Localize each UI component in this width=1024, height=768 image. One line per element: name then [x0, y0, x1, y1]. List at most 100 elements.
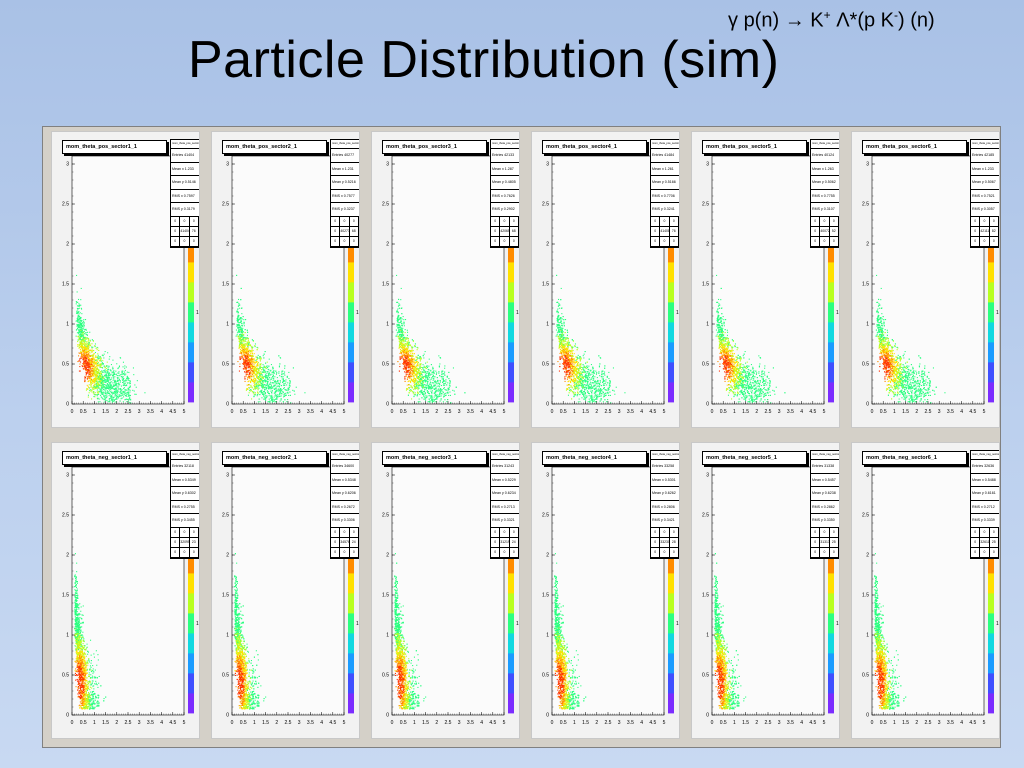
density-point [259, 381, 261, 383]
density-point [80, 338, 82, 340]
density-point [424, 351, 426, 353]
density-point [256, 381, 258, 383]
density-point [239, 338, 241, 340]
density-point [288, 378, 290, 380]
density-point [263, 353, 265, 355]
density-point [92, 354, 94, 356]
density-point [95, 359, 97, 361]
density-point [252, 379, 254, 381]
density-point [86, 343, 88, 345]
spectator-text: (n) [910, 10, 934, 32]
density-point [272, 375, 274, 377]
density-point [419, 394, 421, 396]
density-point [247, 371, 249, 373]
density-point [83, 349, 85, 351]
density-point [258, 377, 260, 379]
density-point [90, 361, 92, 363]
density-point [89, 366, 91, 368]
stats-name: mom_theta_pos_sector2_1 [331, 140, 359, 149]
density-point [283, 387, 285, 389]
density-point [242, 358, 244, 360]
density-point [418, 384, 420, 386]
density-point [89, 359, 91, 361]
density-point [408, 384, 410, 386]
y-tick-label: 2 [66, 242, 69, 248]
density-point [246, 388, 248, 390]
density-point [254, 394, 256, 396]
density-point [79, 305, 81, 307]
x-tick-label: 1 [253, 409, 256, 415]
density-point [258, 384, 260, 386]
density-point [430, 396, 432, 398]
density-point [256, 359, 258, 361]
density-point [240, 342, 242, 344]
density-point [282, 376, 284, 378]
density-point [91, 360, 93, 362]
density-point [97, 359, 99, 361]
density-point [257, 371, 259, 373]
density-point [245, 359, 247, 361]
density-point [270, 384, 272, 386]
density-point [261, 371, 263, 373]
density-point [118, 382, 120, 384]
density-point [113, 373, 115, 375]
density-point [121, 389, 123, 391]
density-point [406, 358, 408, 360]
density-point [275, 401, 277, 403]
density-point [84, 340, 86, 342]
density-point [258, 370, 260, 372]
density-point [77, 308, 79, 310]
density-point [414, 394, 416, 396]
density-point [248, 361, 250, 363]
density-point [250, 379, 252, 381]
density-point [101, 386, 103, 388]
density-point [267, 375, 269, 377]
density-point [245, 364, 247, 366]
density-point [99, 357, 101, 359]
density-point [269, 379, 271, 381]
density-point [110, 374, 112, 376]
density-point [256, 365, 258, 367]
density-point [132, 389, 134, 391]
density-point [81, 334, 83, 336]
density-point [101, 392, 103, 394]
density-point [79, 316, 81, 318]
density-point [279, 391, 281, 393]
density-point [410, 386, 412, 388]
density-point [259, 359, 261, 361]
density-point [100, 383, 102, 385]
density-point [247, 349, 249, 351]
density-point [89, 372, 91, 374]
density-point [98, 357, 100, 359]
density-point [242, 346, 244, 348]
density-point [282, 380, 284, 382]
density-point [441, 374, 443, 376]
density-point [251, 370, 253, 372]
density-point [419, 359, 421, 361]
density-point [271, 399, 273, 401]
density-point [241, 342, 243, 344]
density-point [239, 327, 241, 329]
density-point [128, 400, 130, 402]
density-point [86, 355, 88, 357]
density-point [253, 393, 255, 395]
density-point [91, 382, 93, 384]
density-point [410, 365, 412, 367]
density-point [76, 301, 78, 303]
density-point [108, 392, 110, 394]
density-point [247, 346, 249, 348]
density-point [397, 311, 399, 313]
density-point [255, 365, 257, 367]
density-point [100, 396, 102, 398]
density-point [96, 356, 98, 358]
density-point [86, 371, 88, 373]
x-tick-label: 5 [183, 409, 186, 415]
density-point [270, 397, 272, 399]
density-point [423, 398, 425, 400]
y-tick-label: 0.5 [222, 362, 229, 368]
density-point [121, 371, 123, 373]
density-point [110, 396, 112, 398]
x-tick-label: 2 [275, 409, 278, 415]
density-point [420, 390, 422, 392]
density-point [237, 327, 239, 329]
